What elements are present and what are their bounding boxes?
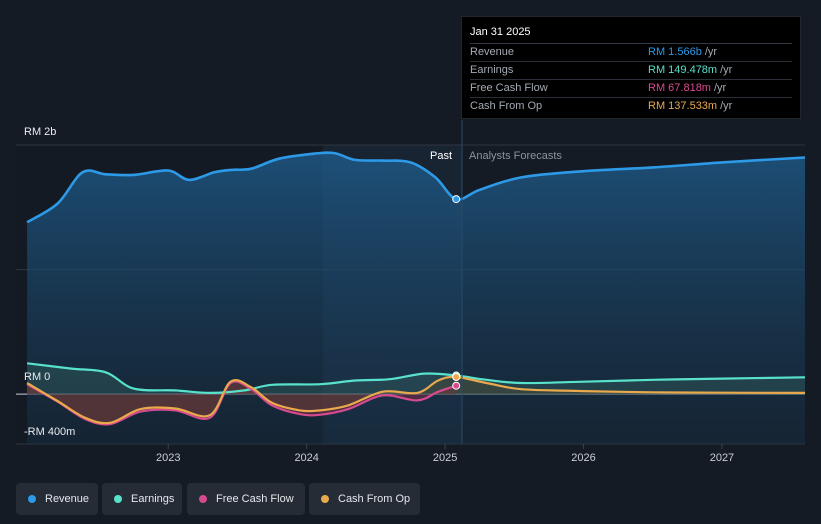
marker-free-cash-flow [452,381,461,390]
legend-label: Revenue [45,493,90,505]
legend-free-cash-flow[interactable]: Free Cash Flow [187,483,305,515]
tooltip-name: Earnings [470,64,514,76]
past-label: Past [430,150,453,162]
tooltip: Jan 31 2025 Revenue RM 1.566b /yr Earnin… [461,16,801,119]
area-earnings [27,363,806,395]
y-label-zero: RM 0 [24,371,51,383]
legend-label: Free Cash Flow [216,493,294,505]
tooltip-name: Cash From Op [470,100,543,112]
y-label-bottom: -RM 400m [24,426,76,438]
tooltip-date: Jan 31 2025 [470,25,792,44]
tooltip-unit: /yr [713,82,727,94]
tooltip-unit: /yr [720,100,733,112]
tooltip-unit: /yr [704,46,718,58]
x-tick-label: 2025 [433,452,457,464]
x-tick-label: 2026 [571,452,595,464]
tooltip-value: RM 137.533m [648,100,718,112]
tooltip-name: Free Cash Flow [470,82,548,94]
line-free-cash-flow [26,380,457,426]
legend-earnings[interactable]: Earnings [102,483,182,515]
tooltip-value: RM 1.566b [648,46,702,58]
x-tick-label: 2024 [294,452,318,464]
series-lines [26,151,806,426]
tooltip-value: RM 149.478m [648,64,718,76]
legend-label: Earnings [131,493,175,505]
y-label-top: RM 2b [24,126,57,138]
x-tick-label: 2023 [156,452,180,464]
tooltip-row-revenue: Revenue RM 1.566b /yr [470,44,792,62]
forecast-label: Analysts Forecasts [469,150,562,162]
tooltip-row-cfo: Cash From Op RM 137.533m /yr [470,98,792,115]
line-cash-from-op [26,375,806,425]
legend-label: Cash From Op [338,493,411,505]
marker-revenue [452,195,461,204]
legend-cash-from-op[interactable]: Cash From Op [309,483,420,515]
legend-revenue[interactable]: Revenue [16,483,98,515]
area-cash-from-op [27,376,806,424]
line-revenue [26,151,806,224]
x-tick-label: 2027 [710,452,734,464]
x-axis-ticks: 2023 2024 2025 2026 2027 [156,444,734,464]
fcf-dot-icon [199,495,207,503]
revenue-dot-icon [28,495,36,503]
cfo-dot-icon [321,495,329,503]
marker-cash-from-op [452,373,461,382]
tooltip-row-fcf: Free Cash Flow RM 67.818m /yr [470,80,792,98]
tooltip-row-earnings: Earnings RM 149.478m /yr [470,62,792,80]
earnings-dot-icon [114,495,122,503]
area-revenue [27,152,806,444]
tooltip-value: RM 67.818m [648,82,711,94]
tooltip-unit: /yr [720,64,733,76]
tooltip-markers [452,195,461,390]
line-earnings [26,362,806,394]
tooltip-name: Revenue [470,46,515,58]
